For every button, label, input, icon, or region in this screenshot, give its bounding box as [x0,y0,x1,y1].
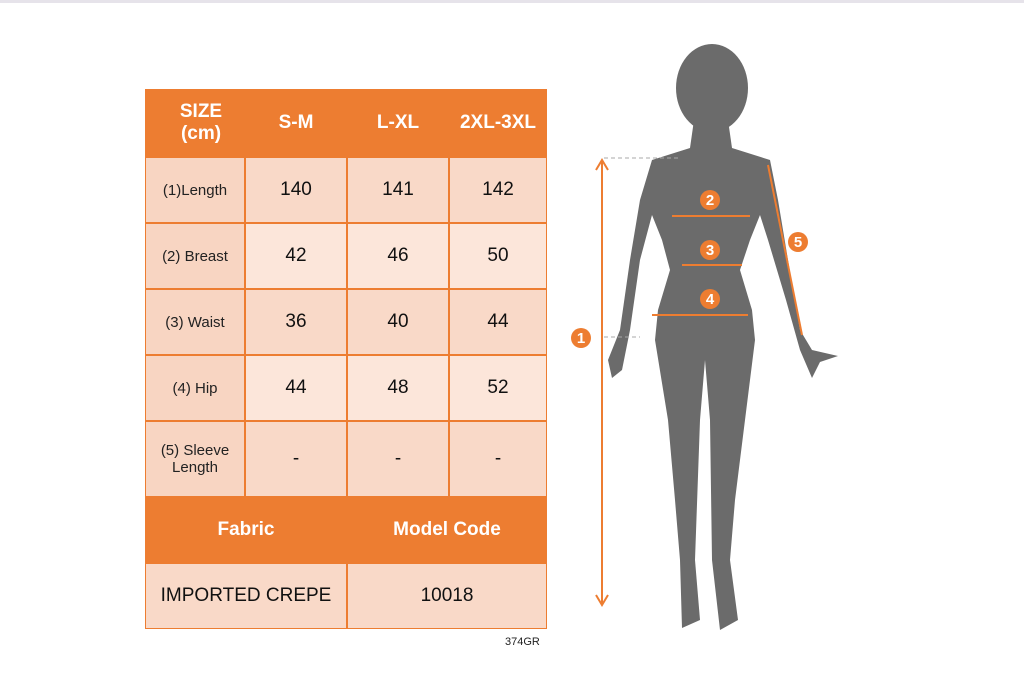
fabric-value: IMPORTED CREPE [146,564,346,628]
table-cell: - [246,422,346,496]
table-cell: - [348,422,448,496]
table-cell: 44 [246,356,346,420]
measure-lines [595,158,803,607]
marker-number: 4 [706,291,715,308]
marker-circle [788,232,808,252]
marker-number: 2 [706,192,714,209]
column-header: SIZE (cm) [179,101,223,144]
table-cell: - [450,422,546,496]
table-cell: 140 [246,158,346,222]
row-label: (1)Length [146,158,244,222]
table-cell: 141 [348,158,448,222]
marker-circle [571,328,591,348]
table-cell: 36 [246,290,346,354]
table-cell: 52 [450,356,546,420]
marker-circle [700,190,720,210]
product-code-note: 374GR [505,636,540,648]
row-label: (3) Waist [146,290,244,354]
column-header: L-XL [376,112,420,133]
top-border [0,0,1024,3]
marker-number: 5 [794,234,802,251]
marker-number: 3 [706,242,714,259]
guide-lines [604,157,680,338]
marker-circle [700,240,720,260]
size-chart-table: SIZE (cm) S-M L-XL 2XL-3XL (1)Length 140 141 14… [145,89,547,629]
marker-number: 1 [577,330,585,347]
row-label: (2) Breast [146,224,244,288]
silhouette [608,44,838,630]
fabric-header: Fabric [217,519,275,540]
column-header: S-M [278,112,314,133]
row-label: (5) Sleeve Length [146,422,244,496]
marker-circle [700,289,720,309]
column-header: 2XL-3XL [459,112,537,133]
table-cell: 40 [348,290,448,354]
model-code-value: 10018 [348,564,546,628]
model-code-header: Model Code [393,519,501,540]
table-cell: 42 [246,224,346,288]
table-cell: 50 [450,224,546,288]
row-label: (4) Hip [146,356,244,420]
table-cell: 48 [348,356,448,420]
table-cell: 142 [450,158,546,222]
table-cell: 44 [450,290,546,354]
table-cell: 46 [348,224,448,288]
